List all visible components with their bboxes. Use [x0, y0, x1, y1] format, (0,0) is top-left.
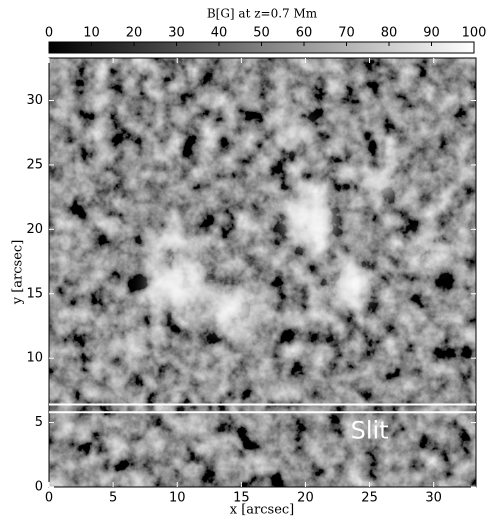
y-tick-label: 5: [35, 415, 43, 430]
y-tick-label: 0: [35, 480, 43, 495]
x-tick-label: 30: [425, 491, 442, 506]
x-tick-label: 25: [361, 491, 378, 506]
colorbar-tick-label: 80: [381, 26, 398, 41]
x-tick-label: 15: [233, 491, 250, 506]
x-axis-label: x [arcsec]: [230, 503, 295, 518]
x-tick-label: 0: [45, 491, 53, 506]
heatmap-image: [49, 58, 476, 487]
colorbar-tick-label: 10: [83, 26, 100, 41]
colorbar-tick-label: 50: [253, 26, 270, 41]
colorbar-tick-label: 40: [211, 26, 228, 41]
plot-frame: [48, 57, 477, 488]
colorbar-tick-label: 100: [462, 26, 487, 41]
colorbar-tick-label: 90: [423, 26, 440, 41]
y-tick-label: 15: [26, 286, 43, 301]
y-tick-label: 20: [26, 222, 43, 237]
y-tick-label: 10: [26, 351, 43, 366]
y-tick-label: 30: [26, 93, 43, 108]
y-tick-label: 25: [26, 157, 43, 172]
colorbar-tick-label: 20: [126, 26, 143, 41]
colorbar-tick-label: 60: [296, 26, 313, 41]
slit-annotation: Slit: [351, 417, 389, 445]
x-tick-label: 5: [109, 491, 117, 506]
colorbar-tick-label: 30: [168, 26, 185, 41]
x-tick-label: 10: [169, 491, 186, 506]
colorbar-label: B[G] at z=0.7 Mm: [207, 7, 318, 21]
colorbar-tick-label: 0: [45, 26, 53, 41]
x-tick-label: 20: [297, 491, 314, 506]
y-axis-label: y [arcsec]: [11, 240, 26, 306]
colorbar-tick-label: 70: [338, 26, 355, 41]
